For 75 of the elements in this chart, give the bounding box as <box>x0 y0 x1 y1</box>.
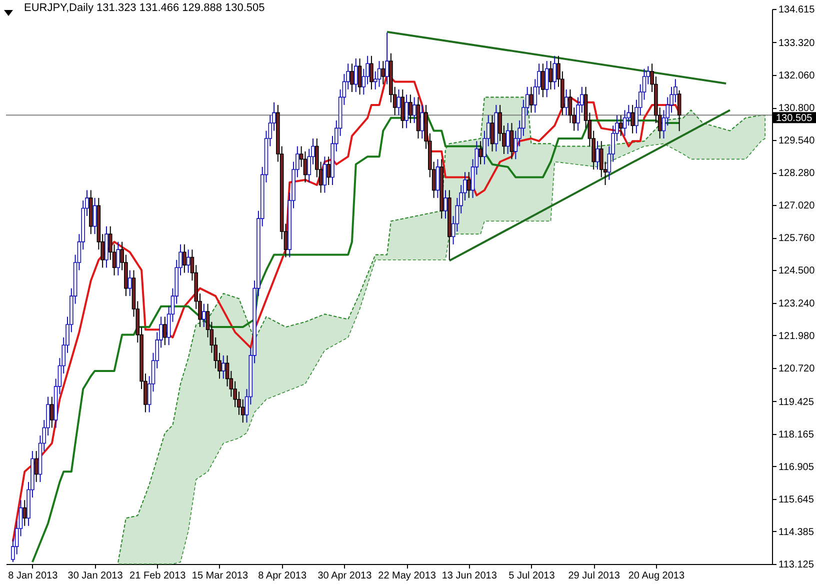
y-tick-label: 125.760 <box>778 233 816 244</box>
y-tick-label: 118.165 <box>778 429 814 440</box>
x-tick-label: 20 Aug 2013 <box>628 570 685 582</box>
y-tick-label: 119.425 <box>778 396 814 408</box>
candlestick <box>552 55 557 90</box>
candlestick <box>182 244 186 274</box>
candlestick <box>322 156 327 194</box>
y-tick-label: 115.645 <box>778 494 814 506</box>
candlestick <box>596 140 600 170</box>
candlestick <box>358 58 362 96</box>
candlestick <box>221 354 226 380</box>
candlestick <box>50 396 54 428</box>
y-tick-label: 128.280 <box>778 168 816 180</box>
candlestick <box>400 88 405 129</box>
x-tick-label: 30 Apr 2013 <box>318 570 372 582</box>
candlestick <box>564 88 568 116</box>
x-tick-label: 22 May 2013 <box>378 570 436 582</box>
x-tick-label: 5 Jul 2013 <box>508 570 556 582</box>
candlestick <box>350 63 354 93</box>
x-tick-label: 8 Apr 2013 <box>258 570 307 582</box>
candlestick <box>506 122 510 155</box>
chart-title: EURJPY,Daily 131.323 131.466 129.888 130.505 <box>24 2 265 14</box>
candlestick <box>354 58 358 93</box>
candlestick <box>92 197 97 235</box>
candlestick <box>116 241 120 276</box>
candlestick <box>377 60 382 88</box>
y-tick-label: 124.500 <box>778 266 816 277</box>
candlestick <box>541 63 545 98</box>
candlestick <box>548 60 553 90</box>
candlestick <box>163 316 167 346</box>
candlestick <box>408 94 412 124</box>
y-tick-label: 132.060 <box>778 70 816 82</box>
candlestick <box>202 303 206 328</box>
y-tick-label: 120.720 <box>778 363 816 374</box>
y-tick-label: 113.125 <box>778 560 814 570</box>
candlestick <box>510 122 514 160</box>
candlestick <box>412 96 416 124</box>
ref-line-label: 130.505 <box>776 113 813 124</box>
candlestick <box>326 156 330 186</box>
candlestick <box>436 158 440 198</box>
y-tick-label: 121.980 <box>778 330 816 342</box>
candlestick <box>404 94 408 129</box>
candlestick <box>370 55 374 90</box>
candlestick <box>420 104 424 140</box>
y-tick-label: 130.800 <box>778 103 816 114</box>
candlestick <box>466 172 471 198</box>
y-tick-label: 129.540 <box>778 136 816 147</box>
y-tick-label: 134.615 <box>778 4 816 16</box>
candlestick <box>544 60 549 98</box>
candlestick <box>618 114 623 136</box>
x-tick-label: 8 Jan 2013 <box>8 570 58 582</box>
candlestick <box>34 450 38 483</box>
x-tick-label: 15 Mar 2013 <box>192 570 248 582</box>
candlestick <box>677 90 682 132</box>
candlestick <box>444 190 448 220</box>
candlestick <box>396 88 401 116</box>
x-tick-label: 29 Jul 2013 <box>568 570 620 582</box>
candlestick <box>385 32 389 85</box>
candlestick <box>478 140 482 165</box>
y-tick-label: 123.240 <box>778 298 816 310</box>
candlestick <box>22 500 27 526</box>
x-tick-label: 13 Jun 2013 <box>442 570 498 582</box>
y-tick-label: 116.905 <box>778 462 814 473</box>
candlestick <box>381 60 386 85</box>
candlestick <box>128 270 132 297</box>
candlestick <box>630 104 634 134</box>
candlestick <box>529 86 534 114</box>
candlestick <box>490 114 494 152</box>
x-tick-label: 30 Jan 2013 <box>68 570 124 582</box>
y-tick-label: 114.385 <box>778 526 814 538</box>
y-tick-label: 133.320 <box>778 38 816 49</box>
x-tick-label: 21 Feb 2013 <box>130 570 186 582</box>
candlestick <box>186 249 190 274</box>
candlestick <box>303 150 308 183</box>
y-tick-label: 127.020 <box>778 200 816 212</box>
